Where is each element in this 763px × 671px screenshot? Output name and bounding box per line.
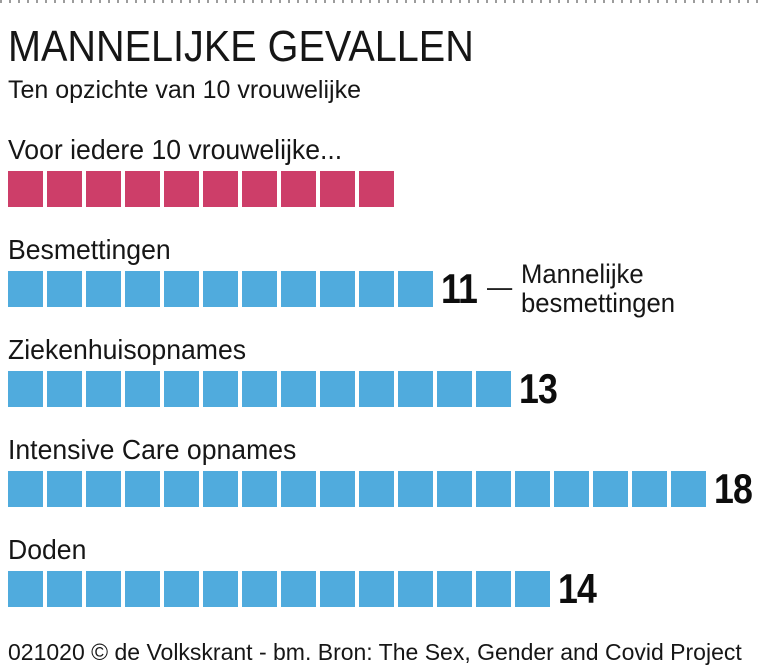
unit-square <box>164 170 199 207</box>
unit-square <box>86 170 121 207</box>
unit-square <box>476 470 511 507</box>
unit-square <box>320 270 355 307</box>
unit-square <box>476 570 511 607</box>
unit-square <box>398 270 433 307</box>
unit-square <box>398 370 433 407</box>
top-dotted-divider <box>0 0 763 3</box>
unit-square <box>515 570 550 607</box>
unit-square <box>242 470 277 507</box>
unit-square <box>242 270 277 307</box>
unit-square <box>359 370 394 407</box>
row-label: Ziekenhuisopnames <box>8 333 247 365</box>
row-value: 18 <box>714 464 753 512</box>
unit-square <box>320 470 355 507</box>
unit-square <box>203 470 238 507</box>
unit-square <box>281 570 316 607</box>
unit-square <box>86 470 121 507</box>
unit-square <box>8 270 43 307</box>
unit-square <box>437 470 472 507</box>
unit-square <box>164 470 199 507</box>
unit-square <box>281 170 316 207</box>
unit-square <box>164 570 199 607</box>
row-value: 14 <box>558 564 597 612</box>
unit-square <box>476 370 511 407</box>
source-credit: 021020 © de Volkskrant - bm. Bron: The S… <box>8 638 742 665</box>
unit-square <box>125 570 160 607</box>
unit-square <box>8 570 43 607</box>
unit-square <box>515 470 550 507</box>
square-track: 11 — Mannelijke besmettingen <box>8 259 763 317</box>
square-track: 18 <box>8 464 763 512</box>
unit-square <box>86 270 121 307</box>
row-label: Besmettingen <box>8 233 171 265</box>
unit-square <box>86 370 121 407</box>
unit-square <box>320 170 355 207</box>
unit-square <box>554 470 589 507</box>
unit-square <box>593 470 628 507</box>
chart-row: Ziekenhuisopnames 13 <box>8 333 763 412</box>
unit-square <box>47 470 82 507</box>
chart-row: Voor iedere 10 vrouwelijke... <box>8 133 763 207</box>
unit-square <box>398 570 433 607</box>
unit-square <box>8 170 43 207</box>
unit-square <box>125 470 160 507</box>
unit-square <box>320 570 355 607</box>
unit-square <box>164 370 199 407</box>
unit-square <box>242 570 277 607</box>
unit-square <box>359 170 394 207</box>
unit-square <box>203 370 238 407</box>
unit-square <box>47 570 82 607</box>
row-label: Doden <box>8 533 87 565</box>
unit-square <box>320 370 355 407</box>
unit-square <box>671 470 706 507</box>
unit-square <box>437 370 472 407</box>
unit-square <box>359 470 394 507</box>
row-value: 11 <box>441 264 478 312</box>
unit-square <box>281 370 316 407</box>
unit-square <box>632 470 667 507</box>
unit-square <box>398 470 433 507</box>
unit-square <box>437 570 472 607</box>
unit-square <box>242 170 277 207</box>
unit-square <box>203 270 238 307</box>
square-track: 13 <box>8 364 763 412</box>
chart-subtitle: Ten opzichte van 10 vrouwelijke <box>8 75 361 104</box>
unit-square <box>125 370 160 407</box>
unit-square <box>8 370 43 407</box>
unit-square <box>125 270 160 307</box>
unit-square <box>47 170 82 207</box>
pictogram-rows: Voor iedere 10 vrouwelijke... Besmettinge… <box>8 133 763 612</box>
unit-square <box>8 470 43 507</box>
unit-square <box>242 370 277 407</box>
unit-square <box>203 570 238 607</box>
unit-square <box>47 370 82 407</box>
row-label: Intensive Care opnames <box>8 433 297 465</box>
unit-square <box>281 470 316 507</box>
unit-square <box>86 570 121 607</box>
square-track <box>8 170 763 207</box>
annotation-dash: — <box>487 270 513 302</box>
row-value: 13 <box>519 364 558 412</box>
unit-square <box>281 270 316 307</box>
unit-square <box>203 170 238 207</box>
chart-title: MANNELIJKE GEVALLEN <box>8 22 474 71</box>
unit-square <box>125 170 160 207</box>
unit-square <box>359 270 394 307</box>
unit-square <box>164 270 199 307</box>
square-track: 14 <box>8 564 763 612</box>
row-label: Voor iedere 10 vrouwelijke... <box>8 133 343 165</box>
unit-square <box>359 570 394 607</box>
row-annotation: Mannelijke besmettingen <box>521 258 676 318</box>
chart-row: Doden 14 <box>8 533 763 612</box>
chart-row: Intensive Care opnames 18 <box>8 433 763 512</box>
chart-row: Besmettingen 11 — Mannelijke besmettingen <box>8 233 763 317</box>
unit-square <box>47 270 82 307</box>
